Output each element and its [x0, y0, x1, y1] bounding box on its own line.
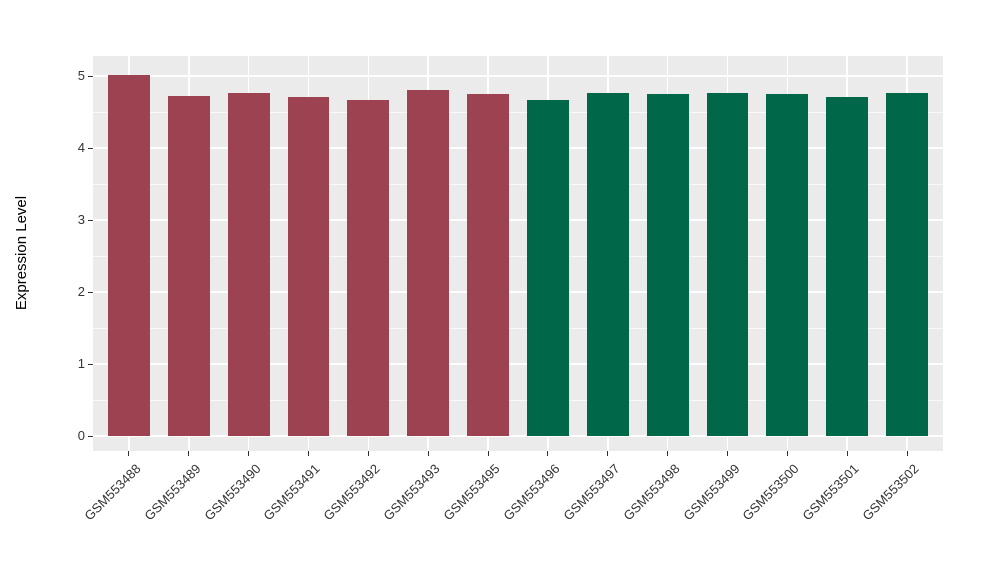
x-tick-label: GSM553500 — [739, 461, 802, 524]
x-tick-label: GSM553497 — [560, 461, 623, 524]
x-tick-mark — [427, 451, 429, 456]
x-tick-mark — [786, 451, 788, 456]
bar-GSM553495 — [467, 94, 509, 436]
x-tick-label: GSM553499 — [679, 461, 743, 524]
y-tick-mark — [88, 75, 93, 77]
x-tick-label: GSM553489 — [141, 461, 204, 524]
bar-GSM553501 — [826, 96, 869, 436]
y-tick-label: 1 — [77, 356, 85, 371]
bar-GSM553492 — [347, 99, 390, 436]
x-tick-mark — [846, 451, 848, 456]
x-tick-mark — [188, 451, 190, 456]
x-tick-mark — [607, 451, 609, 456]
minor-gridline — [93, 183, 943, 185]
minor-gridline — [93, 111, 943, 113]
x-tick-mark — [727, 451, 728, 456]
y-tick-label: 4 — [77, 140, 85, 155]
minor-gridline — [93, 327, 943, 329]
y-tick-mark — [88, 147, 93, 149]
x-tick-label: GSM553495 — [440, 461, 503, 524]
minor-gridline — [93, 399, 943, 401]
minor-gridline — [93, 255, 943, 257]
bar-GSM553498 — [646, 94, 689, 436]
bar-GSM553491 — [287, 96, 330, 436]
major-gridline — [93, 291, 943, 293]
x-tick-label: GSM553493 — [380, 461, 443, 524]
x-tick-mark — [667, 451, 669, 456]
bar-GSM553500 — [766, 94, 809, 436]
major-gridline — [93, 363, 943, 365]
x-tick-mark — [367, 451, 369, 456]
bar-GSM553502 — [886, 93, 929, 436]
y-tick-mark — [88, 219, 93, 221]
major-gridline — [93, 219, 943, 221]
x-tick-label: GSM553492 — [320, 461, 383, 524]
x-tick-mark — [906, 451, 908, 456]
y-axis-title: Expression Level — [13, 195, 30, 311]
bar-GSM553497 — [586, 93, 629, 436]
major-gridline — [93, 147, 943, 149]
major-gridline — [93, 75, 943, 77]
bar-GSM553489 — [167, 96, 210, 436]
x-tick-label: GSM553502 — [859, 461, 922, 524]
y-tick-mark — [88, 435, 93, 437]
bar-GSM553499 — [706, 92, 749, 436]
y-tick-label: 5 — [77, 68, 85, 83]
x-tick-label: GSM553501 — [799, 461, 862, 524]
y-tick-mark — [88, 291, 93, 293]
x-tick-label: GSM553491 — [260, 461, 324, 524]
bar-GSM553490 — [227, 92, 270, 436]
x-tick-mark — [307, 451, 309, 456]
y-tick-mark — [88, 363, 93, 365]
x-tick-label: GSM553488 — [81, 461, 144, 524]
x-tick-label: GSM553498 — [620, 461, 683, 524]
y-tick-label: 3 — [77, 212, 85, 227]
x-tick-mark — [248, 451, 250, 456]
x-tick-mark — [487, 451, 489, 456]
x-tick-mark — [128, 451, 130, 456]
bar-GSM553488 — [107, 74, 150, 436]
x-tick-label: GSM553490 — [201, 461, 264, 524]
bar-GSM553493 — [407, 90, 450, 436]
plot-panel — [93, 56, 943, 451]
bar-GSM553496 — [526, 100, 569, 436]
x-tick-label: GSM553496 — [500, 461, 563, 524]
y-tick-label: 2 — [77, 284, 85, 299]
major-gridline — [93, 435, 943, 437]
y-tick-label: 0 — [77, 428, 85, 443]
x-tick-mark — [547, 451, 549, 456]
